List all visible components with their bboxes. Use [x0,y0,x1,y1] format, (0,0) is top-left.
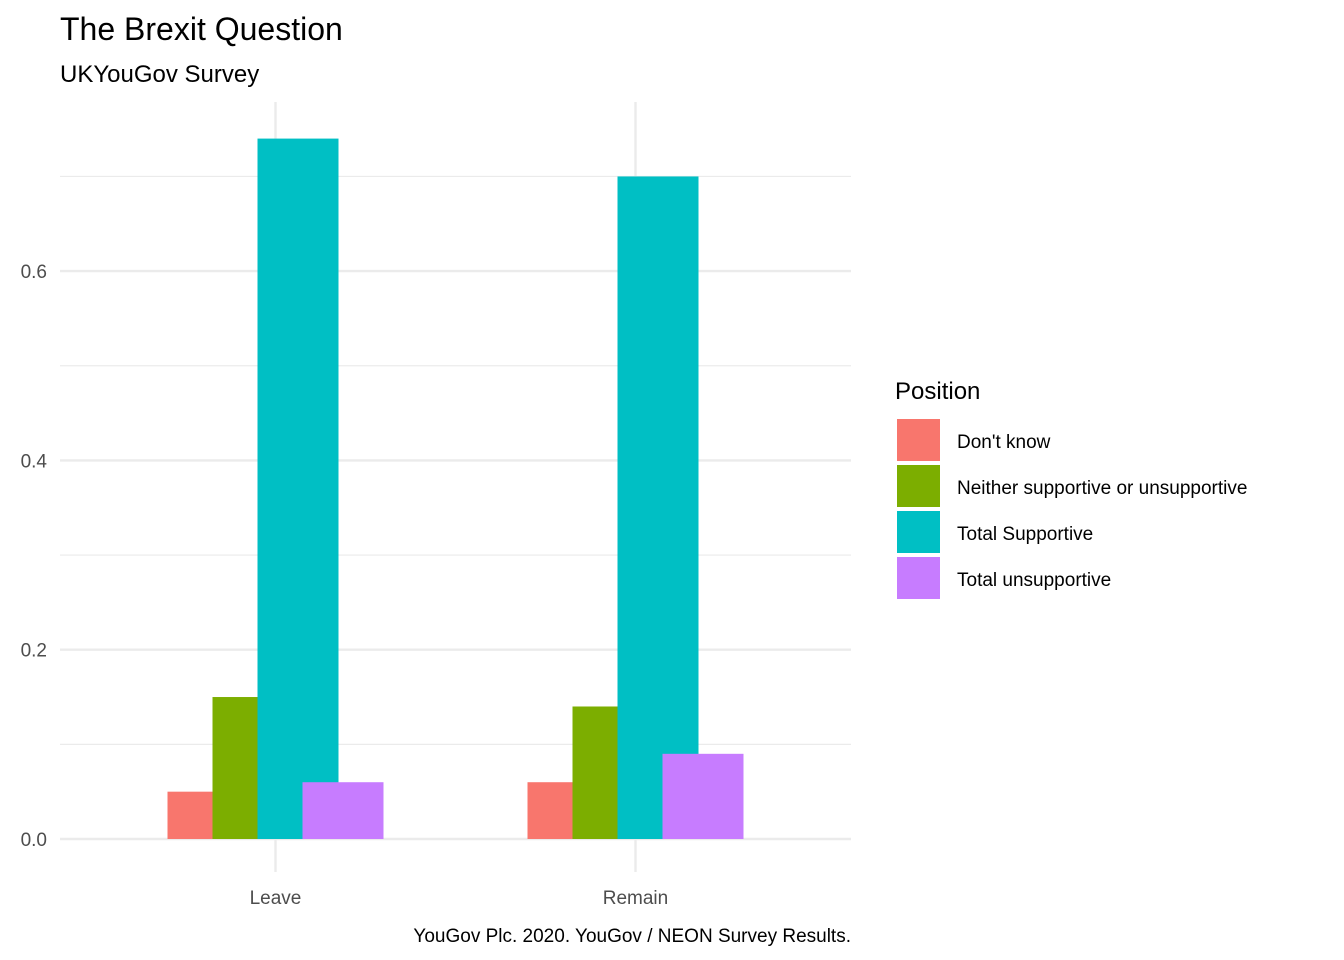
legend: Position Don't know Neither supportive or… [895,378,1247,599]
legend-swatch [897,465,940,507]
y-tick-label: 0.6 [21,262,47,283]
y-tick-label: 0.0 [21,830,47,851]
y-axis-ticks: 0.0 0.2 0.4 0.6 [21,262,48,851]
legend-title: Position [895,378,980,405]
bar-total-supportive-remain [617,176,699,839]
bar-total-unsupportive-remain [662,753,744,839]
y-tick-label: 0.2 [21,641,47,662]
legend-label: Total unsupportive [957,570,1111,591]
x-axis-ticks: Leave Remain [250,888,669,909]
legend-swatch [897,419,940,461]
legend-label: Don't know [957,432,1051,453]
bar-total-supportive-leave [257,138,339,840]
legend-label: Total Supportive [957,524,1093,545]
legend-label: Neither supportive or unsupportive [957,478,1247,499]
bar-total-unsupportive-leave [302,782,384,839]
x-tick-label: Remain [603,888,668,909]
x-tick-label: Leave [250,888,302,909]
legend-swatch [897,557,940,599]
chart-title: The Brexit Question [60,11,343,47]
chart-caption: YouGov Plc. 2020. YouGov / NEON Survey R… [413,926,851,947]
y-tick-label: 0.4 [21,451,48,472]
bars [167,138,744,840]
chart-subtitle: UKYouGov Survey [60,61,259,88]
legend-swatch [897,511,940,553]
